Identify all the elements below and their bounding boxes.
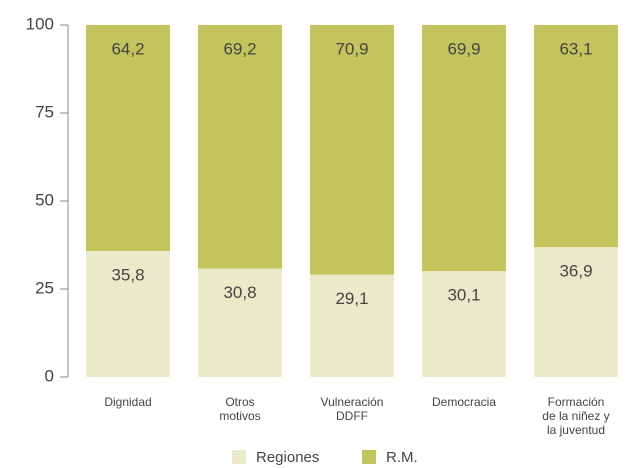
value-label: 70,9 xyxy=(335,39,368,58)
value-label: 29,1 xyxy=(335,289,368,308)
x-tick-label: Dignidad xyxy=(104,395,151,409)
x-tick-label: Formación de la niñez y la juventud xyxy=(542,395,609,437)
legend-swatch xyxy=(362,450,376,464)
value-label: 30,1 xyxy=(447,286,480,305)
bar-segment xyxy=(198,268,282,377)
bar-segment xyxy=(310,25,394,275)
y-tick-label: 0 xyxy=(45,366,54,385)
bar-segment xyxy=(86,250,170,377)
bar-segment xyxy=(422,25,506,272)
bar-segment xyxy=(422,271,506,377)
legend-swatch xyxy=(232,450,246,464)
bar-segment xyxy=(534,247,618,377)
y-tick-label: 50 xyxy=(35,190,54,209)
value-label: 69,9 xyxy=(447,39,480,58)
value-label: 35,8 xyxy=(111,265,144,284)
bar-segment xyxy=(198,25,282,269)
y-tick-label: 25 xyxy=(35,278,54,297)
value-label: 30,8 xyxy=(223,283,256,302)
legend-label: Regiones xyxy=(256,449,319,466)
value-label: 69,2 xyxy=(223,39,256,58)
y-tick-label: 75 xyxy=(35,102,54,121)
legend-label: R.M. xyxy=(386,449,418,466)
x-tick-label: Democracia xyxy=(432,395,496,409)
value-label: 64,2 xyxy=(111,39,144,58)
value-label: 63,1 xyxy=(559,39,592,58)
bar-segment xyxy=(534,25,618,248)
x-tick-label: Vulneración DDFF xyxy=(321,395,384,423)
bar-segment xyxy=(310,274,394,377)
value-label: 36,9 xyxy=(559,262,592,281)
x-tick-label: Otros motivos xyxy=(219,395,260,423)
bar-segment xyxy=(86,25,170,251)
y-tick-label: 100 xyxy=(26,14,54,33)
